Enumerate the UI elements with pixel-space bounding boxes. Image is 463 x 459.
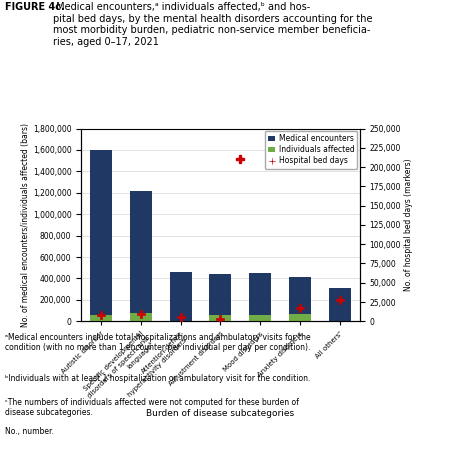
Y-axis label: No. of hospital bed days (markers): No. of hospital bed days (markers) bbox=[403, 159, 412, 291]
Bar bbox=[90, 315, 112, 321]
Bar bbox=[169, 272, 191, 321]
Bar bbox=[209, 315, 231, 321]
Text: Medical encounters,ᵃ individuals affected,ᵇ and hos-
pital bed days, by the ment: Medical encounters,ᵃ individuals affecte… bbox=[53, 2, 372, 47]
Y-axis label: No. of medical encounters/individuals affected (bars): No. of medical encounters/individuals af… bbox=[21, 123, 30, 327]
Bar bbox=[249, 315, 270, 321]
Bar bbox=[209, 274, 231, 321]
Bar bbox=[288, 277, 310, 321]
Bar bbox=[249, 273, 270, 321]
X-axis label: Burden of disease subcategories: Burden of disease subcategories bbox=[146, 409, 294, 418]
Bar bbox=[328, 288, 350, 321]
Text: ᵇIndividuals with at least 1 hospitalization or ambulatory visit for the conditi: ᵇIndividuals with at least 1 hospitaliza… bbox=[5, 374, 309, 383]
Bar bbox=[130, 190, 151, 321]
Text: FIGURE 4c.: FIGURE 4c. bbox=[5, 2, 64, 12]
Legend: Medical encounters, Individuals affected, Hospital bed days: Medical encounters, Individuals affected… bbox=[264, 131, 357, 168]
Text: No., number.: No., number. bbox=[5, 427, 53, 437]
Text: ᶜThe numbers of individuals affected were not computed for these burden of
disea: ᶜThe numbers of individuals affected wer… bbox=[5, 398, 298, 417]
Bar bbox=[130, 313, 151, 321]
Bar bbox=[288, 314, 310, 321]
Text: ᵃMedical encounters include total hospitalizations and ambulatory visits for the: ᵃMedical encounters include total hospit… bbox=[5, 333, 310, 352]
Bar bbox=[90, 150, 112, 321]
